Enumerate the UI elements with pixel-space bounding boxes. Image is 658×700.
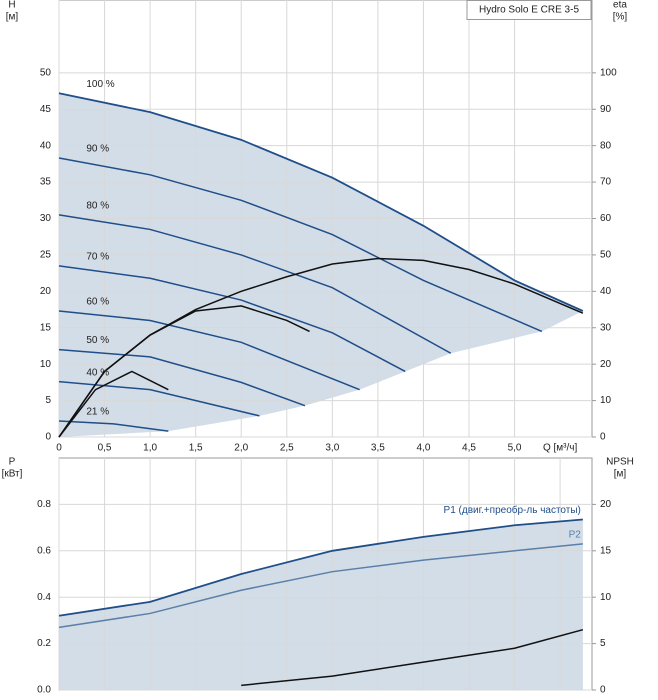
y-axis-label: H bbox=[8, 0, 15, 11]
y-tick-label: 10 bbox=[40, 359, 52, 370]
y-tick-label: 0.0 bbox=[37, 685, 51, 696]
x-tick-label: 1,5 bbox=[189, 443, 203, 454]
curve-label: 70 % bbox=[86, 251, 109, 262]
y2-tick-label: 5 bbox=[600, 638, 606, 649]
curve bbox=[58, 348, 306, 407]
y-tick-label: 5 bbox=[45, 395, 51, 406]
x-tick-label: 2,5 bbox=[280, 443, 294, 454]
chart-title: Hydro Solo E CRE 3-5 bbox=[479, 5, 579, 16]
curve bbox=[58, 214, 452, 354]
operating-area bbox=[59, 519, 583, 690]
y2-tick-label: 50 bbox=[600, 250, 612, 261]
curve-label: 90 % bbox=[86, 144, 109, 155]
y-tick-label: 15 bbox=[40, 322, 52, 333]
curve bbox=[58, 92, 584, 312]
x-tick-label: 3,5 bbox=[371, 443, 385, 454]
y2-tick-label: 10 bbox=[600, 592, 612, 603]
y-axis-label: P bbox=[9, 457, 16, 468]
y-tick-label: 0.6 bbox=[37, 545, 51, 556]
y2-tick-label: 20 bbox=[600, 359, 612, 370]
curve bbox=[58, 380, 260, 417]
y2-axis-label: eta bbox=[613, 0, 627, 11]
y2-tick-label: 40 bbox=[600, 286, 612, 297]
curve-label: 21 % bbox=[86, 407, 109, 418]
x-axis-label: Q [м³/ч] bbox=[543, 443, 578, 454]
x-tick-label: 0,5 bbox=[98, 443, 112, 454]
x-tick-label: 2,0 bbox=[234, 443, 248, 454]
x-tick-label: 4,5 bbox=[462, 443, 476, 454]
curve-label: 100 % bbox=[86, 79, 114, 90]
curve bbox=[58, 310, 360, 391]
y2-tick-label: 90 bbox=[600, 104, 612, 115]
operating-area bbox=[59, 93, 583, 437]
curve-label: 60 % bbox=[86, 297, 109, 308]
y2-tick-label: 0 bbox=[600, 685, 606, 696]
y-tick-label: 45 bbox=[40, 104, 52, 115]
y2-tick-label: 0 bbox=[600, 432, 606, 443]
y2-tick-label: 10 bbox=[600, 395, 612, 406]
curve bbox=[58, 543, 583, 629]
curve-label: 50 % bbox=[86, 335, 109, 346]
secondary-curve bbox=[58, 305, 310, 438]
curve-label: 40 % bbox=[86, 367, 109, 378]
secondary-curve bbox=[58, 370, 169, 438]
curve bbox=[58, 518, 583, 617]
x-tick-label: 4,0 bbox=[416, 443, 430, 454]
y2-tick-label: 15 bbox=[600, 545, 612, 556]
curve bbox=[58, 420, 169, 432]
x-tick-label: 1,0 bbox=[143, 443, 157, 454]
y2-tick-label: 100 bbox=[600, 67, 617, 78]
curve-label: P1 (двиг.+преобр-ль частоты) bbox=[444, 504, 581, 516]
y-tick-label: 35 bbox=[40, 177, 52, 188]
y-tick-label: 20 bbox=[40, 286, 52, 297]
curve-label: 80 % bbox=[86, 200, 109, 211]
y-tick-label: 40 bbox=[40, 140, 52, 151]
y2-tick-label: 70 bbox=[600, 177, 612, 188]
y-tick-label: 25 bbox=[40, 250, 52, 261]
y-axis-unit: [кВт] bbox=[2, 469, 23, 480]
y-tick-label: 0 bbox=[45, 432, 51, 443]
curve bbox=[58, 265, 406, 373]
secondary-curve bbox=[241, 628, 584, 687]
y2-axis-unit: [м] bbox=[614, 469, 627, 480]
y-tick-label: 50 bbox=[40, 67, 52, 78]
y-tick-label: 30 bbox=[40, 213, 52, 224]
x-tick-label: 3,0 bbox=[325, 443, 339, 454]
y-axis-unit: [м] bbox=[6, 12, 19, 23]
title-box bbox=[466, 0, 592, 20]
curve bbox=[58, 157, 543, 333]
y2-axis-label: NPSH bbox=[606, 457, 634, 468]
y2-axis-unit: [%] bbox=[613, 12, 628, 23]
y-tick-label: 0.8 bbox=[37, 499, 51, 510]
y2-tick-label: 80 bbox=[600, 140, 612, 151]
y2-tick-label: 60 bbox=[600, 213, 612, 224]
y2-tick-label: 30 bbox=[600, 322, 612, 333]
y2-tick-label: 20 bbox=[600, 499, 612, 510]
y-tick-label: 0.2 bbox=[37, 638, 51, 649]
curve-label: P2 bbox=[569, 529, 582, 540]
x-tick-label: 5,0 bbox=[508, 443, 522, 454]
x-tick-label: 0 bbox=[56, 443, 62, 454]
y-tick-label: 0.4 bbox=[37, 592, 51, 603]
